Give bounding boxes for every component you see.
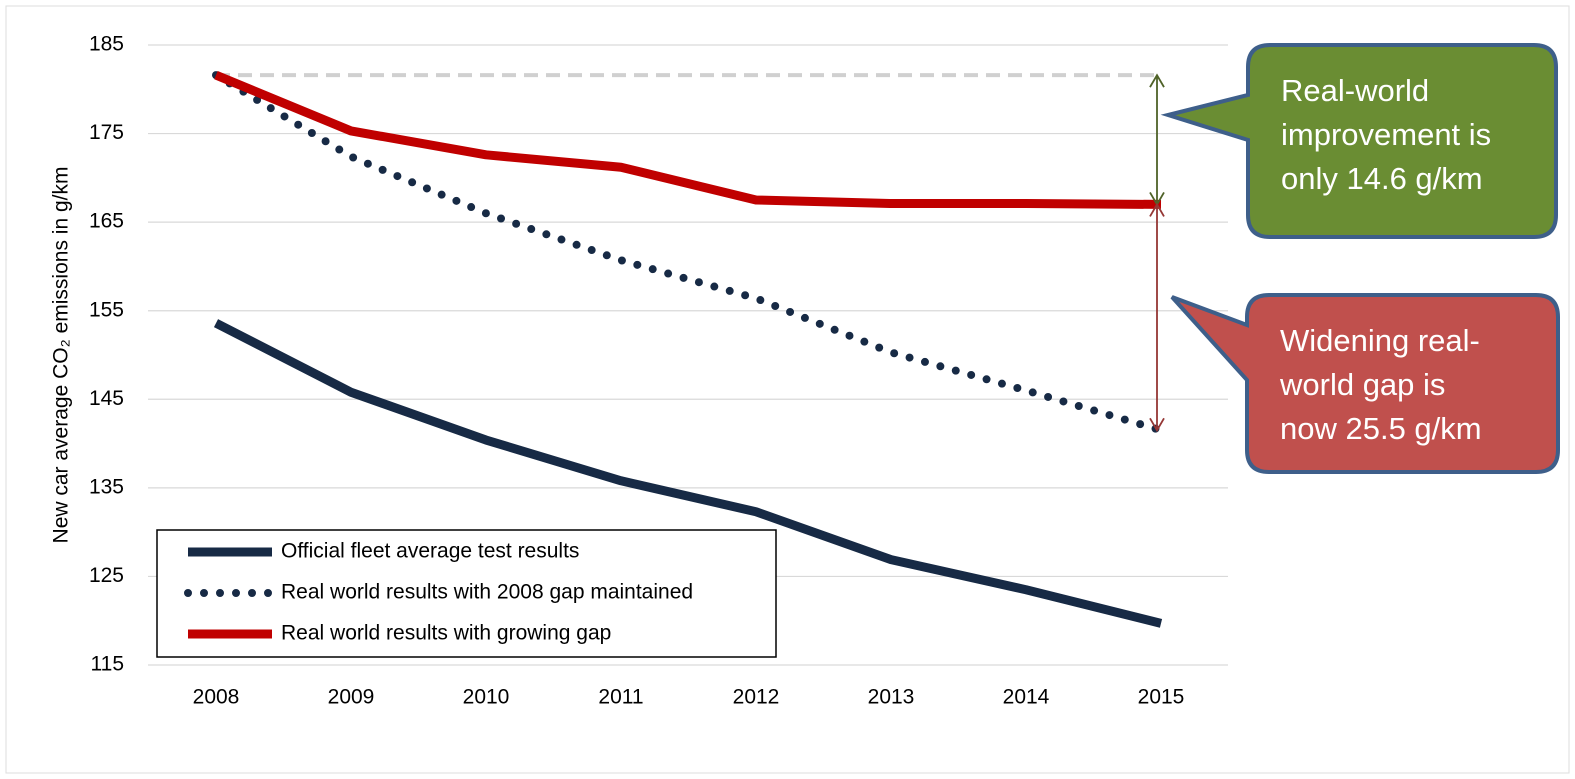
series-line xyxy=(214,70,1162,209)
legend-label: Real world results with growing gap xyxy=(281,622,611,645)
y-tick-label: 115 xyxy=(91,653,124,676)
callout-shape xyxy=(1170,293,1560,474)
improvement-arrow xyxy=(1149,73,1165,207)
callout-text: Widening real-world gap is now 25.5 g/km xyxy=(1280,323,1482,446)
series-line xyxy=(212,71,1165,435)
y-tick-label: 155 xyxy=(89,298,124,321)
legend-label: Official fleet average test results xyxy=(281,540,579,563)
y-tick-label: 175 xyxy=(89,121,124,144)
callout-text: Real-world improvement is only 14.6 g/km xyxy=(1281,73,1492,196)
frame xyxy=(5,5,1570,774)
x-tick-label: 2011 xyxy=(598,686,643,709)
x-tick-label: 2012 xyxy=(733,686,780,709)
y-tick-label: 145 xyxy=(89,387,124,410)
legend-label: Real world results with 2008 gap maintai… xyxy=(281,581,693,604)
y-axis-label: New car average CO₂ emissions in g/km xyxy=(50,167,73,544)
x-tick-label: 2009 xyxy=(328,686,375,709)
x-tick-label: 2008 xyxy=(193,686,240,709)
x-tick-label: 2010 xyxy=(463,686,510,709)
x-tick-label: 2014 xyxy=(1003,686,1050,709)
x-tick-label: 2013 xyxy=(868,686,915,709)
y-tick-label: 185 xyxy=(89,33,124,56)
legend: Official fleet average test results Real … xyxy=(156,529,777,658)
y-tick-label: 135 xyxy=(89,475,124,498)
gap-arrow xyxy=(1149,202,1165,433)
callout-shape xyxy=(1160,43,1558,239)
x-tick-label: 2015 xyxy=(1138,686,1185,709)
y-tick-label: 165 xyxy=(89,210,124,233)
series-line xyxy=(213,319,1163,628)
y-tick-label: 125 xyxy=(89,564,124,587)
